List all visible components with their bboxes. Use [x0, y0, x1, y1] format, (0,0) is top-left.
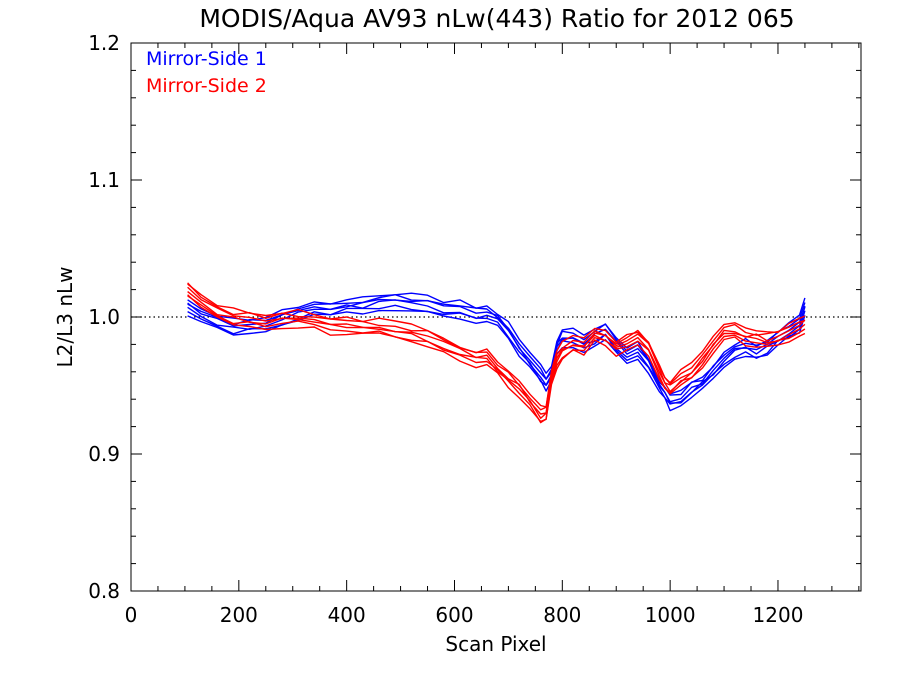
- axis-ticks: [130, 42, 861, 592]
- y-axis-label: L2/L3 nLw: [53, 266, 77, 367]
- x-axis-label: Scan Pixel: [445, 632, 546, 656]
- x-tick-label: 200: [220, 603, 258, 627]
- x-tick-label: 1200: [753, 603, 804, 627]
- x-tick-label: 800: [543, 603, 581, 627]
- legend-entry-mirror-side-2: Mirror-Side 2: [146, 75, 267, 97]
- x-tick-label: 600: [435, 603, 473, 627]
- x-tick-label: 0: [125, 603, 138, 627]
- y-tick-label: 0.9: [88, 442, 120, 466]
- legend-entry-mirror-side-1: Mirror-Side 1: [146, 48, 267, 70]
- series-1-lines: [187, 292, 806, 412]
- x-tick-label: 400: [328, 603, 366, 627]
- x-tick-label: 1000: [645, 603, 696, 627]
- chart-title: MODIS/Aqua AV93 nLw(443) Ratio for 2012 …: [199, 4, 794, 33]
- series-line: [187, 292, 806, 395]
- y-tick-label: 1.0: [88, 305, 120, 329]
- series-line: [187, 283, 806, 408]
- y-tick-label: 1.1: [88, 168, 120, 192]
- axis-tick-labels: 0 200 400 600 800 1000 1200 0.8 0.9 1.0 1.1 1.2: [88, 31, 803, 627]
- y-tick-label: 1.2: [88, 31, 120, 55]
- series-layer: [187, 282, 806, 424]
- series-2-lines: [187, 282, 806, 424]
- y-tick-label: 0.8: [88, 579, 120, 603]
